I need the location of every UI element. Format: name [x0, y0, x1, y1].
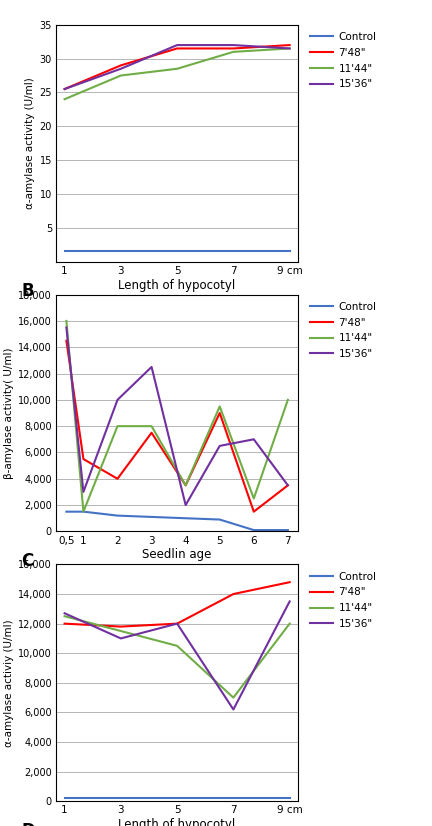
11'44" — [287, 44, 292, 54]
7'48" — [251, 506, 256, 516]
7'48" — [115, 474, 120, 484]
11'44" — [251, 494, 256, 504]
15'36" — [251, 434, 256, 444]
15'36" — [231, 705, 236, 714]
Control — [231, 793, 236, 803]
Legend: Control, 7'48", 11'44", 15'36": Control, 7'48", 11'44", 15'36" — [308, 300, 378, 361]
Line: 11'44": 11'44" — [65, 49, 289, 99]
15'36" — [231, 40, 236, 50]
15'36" — [118, 64, 124, 74]
Line: 15'36": 15'36" — [67, 327, 288, 505]
15'36" — [175, 40, 180, 50]
Y-axis label: α-amylase activiy (U/ml): α-amylase activiy (U/ml) — [4, 619, 14, 747]
7'48" — [231, 589, 236, 599]
Legend: Control, 7'48", 11'44", 15'36": Control, 7'48", 11'44", 15'36" — [308, 570, 378, 631]
7'48" — [231, 44, 236, 54]
15'36" — [285, 481, 290, 491]
7'48" — [175, 619, 180, 629]
Control — [251, 525, 256, 535]
11'44" — [64, 316, 69, 326]
15'36" — [217, 441, 222, 451]
7'48" — [287, 40, 292, 50]
Line: 7'48": 7'48" — [67, 340, 288, 511]
15'36" — [62, 84, 67, 94]
X-axis label: Length of hypocotyl: Length of hypocotyl — [118, 819, 236, 826]
Control — [62, 793, 67, 803]
X-axis label: Seedlin age: Seedlin age — [143, 548, 212, 562]
Control — [81, 506, 86, 516]
11'44" — [62, 94, 67, 104]
15'36" — [149, 362, 154, 372]
7'48" — [64, 335, 69, 345]
Text: B: B — [22, 282, 34, 300]
Line: 7'48": 7'48" — [65, 582, 289, 627]
Control — [64, 506, 69, 516]
Line: 15'36": 15'36" — [65, 601, 289, 710]
Control — [183, 513, 188, 523]
15'36" — [183, 500, 188, 510]
7'48" — [285, 481, 290, 491]
Line: 7'48": 7'48" — [65, 45, 289, 89]
Line: 15'36": 15'36" — [65, 45, 289, 89]
11'44" — [175, 64, 180, 74]
Control — [217, 515, 222, 525]
7'48" — [287, 577, 292, 587]
7'48" — [62, 84, 67, 94]
11'44" — [62, 611, 67, 621]
11'44" — [118, 70, 124, 80]
Line: 11'44": 11'44" — [65, 616, 289, 698]
15'36" — [62, 608, 67, 618]
7'48" — [183, 481, 188, 491]
Text: D: D — [22, 822, 35, 826]
7'48" — [217, 408, 222, 418]
11'44" — [118, 626, 124, 636]
Control — [175, 246, 180, 256]
7'48" — [62, 619, 67, 629]
11'44" — [217, 401, 222, 411]
11'44" — [183, 481, 188, 491]
11'44" — [115, 421, 120, 431]
Legend: Control, 7'48", 11'44", 15'36": Control, 7'48", 11'44", 15'36" — [308, 30, 378, 92]
15'36" — [81, 487, 86, 497]
Control — [287, 793, 292, 803]
7'48" — [175, 44, 180, 54]
Y-axis label: β-amylase activity( U/ml): β-amylase activity( U/ml) — [4, 347, 14, 479]
Text: C: C — [22, 552, 34, 570]
X-axis label: Length of hypocotyl: Length of hypocotyl — [118, 278, 236, 292]
11'44" — [175, 641, 180, 651]
11'44" — [231, 693, 236, 703]
Control — [118, 246, 124, 256]
Line: Control: Control — [67, 511, 288, 530]
Y-axis label: α-amylase activity (U/ml): α-amylase activity (U/ml) — [25, 78, 35, 209]
11'44" — [231, 47, 236, 57]
Control — [287, 246, 292, 256]
Control — [115, 510, 120, 520]
Control — [175, 793, 180, 803]
15'36" — [118, 634, 124, 643]
11'44" — [81, 506, 86, 516]
Text: days: days — [273, 574, 298, 584]
Control — [62, 246, 67, 256]
15'36" — [175, 619, 180, 629]
Control — [149, 512, 154, 522]
Control — [118, 793, 124, 803]
15'36" — [287, 596, 292, 606]
11'44" — [285, 395, 290, 405]
15'36" — [287, 44, 292, 54]
15'36" — [64, 322, 69, 332]
11'44" — [287, 619, 292, 629]
11'44" — [149, 421, 154, 431]
7'48" — [149, 428, 154, 438]
Control — [231, 246, 236, 256]
15'36" — [115, 395, 120, 405]
7'48" — [118, 622, 124, 632]
7'48" — [118, 60, 124, 70]
7'48" — [81, 454, 86, 464]
Line: 11'44": 11'44" — [67, 321, 288, 511]
Control — [285, 525, 290, 535]
